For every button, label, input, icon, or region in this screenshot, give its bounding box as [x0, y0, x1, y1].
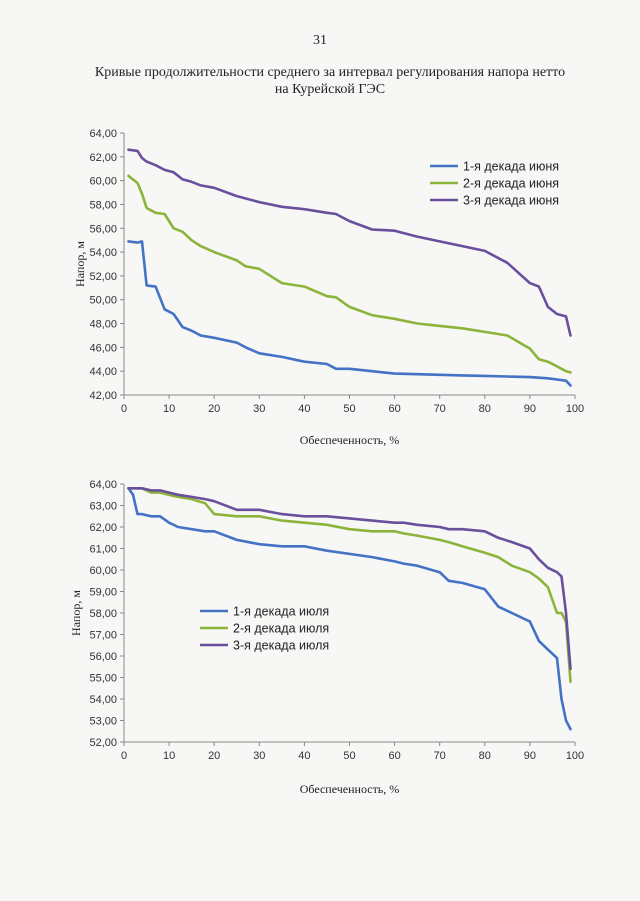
y-tick-label: 64,00 [89, 128, 117, 140]
legend-label-3: 3-я декада июня [463, 194, 559, 208]
series-line-2 [127, 174, 572, 374]
x-tick-label: 80 [479, 403, 491, 415]
y-tick-label: 57,00 [89, 630, 117, 642]
document-title: Кривые продолжительности среднего за инт… [60, 64, 600, 98]
page-number: 31 [313, 33, 327, 48]
legend-label-1: 1-я декада июля [233, 605, 329, 619]
x-tick-label: 60 [388, 403, 400, 415]
x-tick-label: 20 [208, 750, 220, 762]
series-line-2 [127, 486, 572, 684]
series-line-3 [127, 486, 572, 671]
y-axis-label: Напор, м [73, 241, 87, 287]
y-tick-label: 52,00 [89, 271, 117, 283]
y-tick-label: 64,00 [89, 479, 117, 491]
x-tick-label: 100 [566, 403, 584, 415]
x-tick-label: 10 [163, 403, 175, 415]
x-axis-label: Обеспеченность, % [300, 433, 400, 447]
x-tick-label: 30 [253, 403, 265, 415]
y-tick-label: 60,00 [89, 176, 117, 188]
legend-label-2: 2-я декада июня [463, 177, 559, 191]
y-tick-label: 59,00 [89, 587, 117, 599]
y-tick-label: 63,00 [89, 501, 117, 513]
x-tick-label: 70 [434, 403, 446, 415]
y-tick-label: 48,00 [89, 319, 117, 331]
y-tick-label: 58,00 [89, 199, 117, 211]
y-tick-label: 54,00 [89, 694, 117, 706]
y-tick-label: 61,00 [89, 544, 117, 556]
y-axis-label: Напор, м [69, 590, 83, 636]
y-tick-label: 50,00 [89, 295, 117, 307]
x-tick-label: 100 [566, 750, 584, 762]
x-tick-label: 30 [253, 750, 265, 762]
title-line-1: Кривые продолжительности среднего за инт… [94, 65, 566, 80]
x-tick-label: 90 [524, 403, 536, 415]
y-tick-label: 55,00 [89, 673, 117, 685]
y-tick-label: 52,00 [89, 737, 117, 749]
y-tick-label: 46,00 [89, 342, 117, 354]
y-tick-label: 62,00 [89, 152, 117, 164]
x-tick-label: 60 [388, 750, 400, 762]
y-tick-label: 44,00 [89, 366, 117, 378]
y-tick-label: 60,00 [89, 565, 117, 577]
y-tick-label: 58,00 [89, 608, 117, 620]
series-line-3 [127, 148, 572, 337]
title-line-2: на Курейской ГЭС [274, 82, 386, 97]
legend-label-3: 3-я декада июля [233, 639, 329, 653]
x-tick-label: 50 [343, 403, 355, 415]
x-tick-label: 0 [121, 750, 127, 762]
x-tick-label: 90 [524, 750, 536, 762]
x-tick-label: 40 [298, 403, 310, 415]
y-tick-label: 56,00 [89, 651, 117, 663]
y-tick-label: 56,00 [89, 223, 117, 235]
y-tick-label: 42,00 [89, 390, 117, 402]
legend-label-1: 1-я декада июня [463, 160, 559, 174]
y-tick-label: 54,00 [89, 247, 117, 259]
x-axis-label: Обеспеченность, % [300, 782, 400, 796]
y-tick-label: 53,00 [89, 716, 117, 728]
x-tick-label: 50 [343, 750, 355, 762]
legend-label-2: 2-я декада июля [233, 622, 329, 636]
x-tick-label: 40 [298, 750, 310, 762]
series-line-1 [127, 486, 572, 731]
y-tick-label: 62,00 [89, 522, 117, 534]
series-line-1 [127, 240, 572, 387]
x-tick-label: 0 [121, 403, 127, 415]
x-tick-label: 10 [163, 750, 175, 762]
x-tick-label: 80 [479, 750, 491, 762]
x-tick-label: 70 [434, 750, 446, 762]
x-tick-label: 20 [208, 403, 220, 415]
